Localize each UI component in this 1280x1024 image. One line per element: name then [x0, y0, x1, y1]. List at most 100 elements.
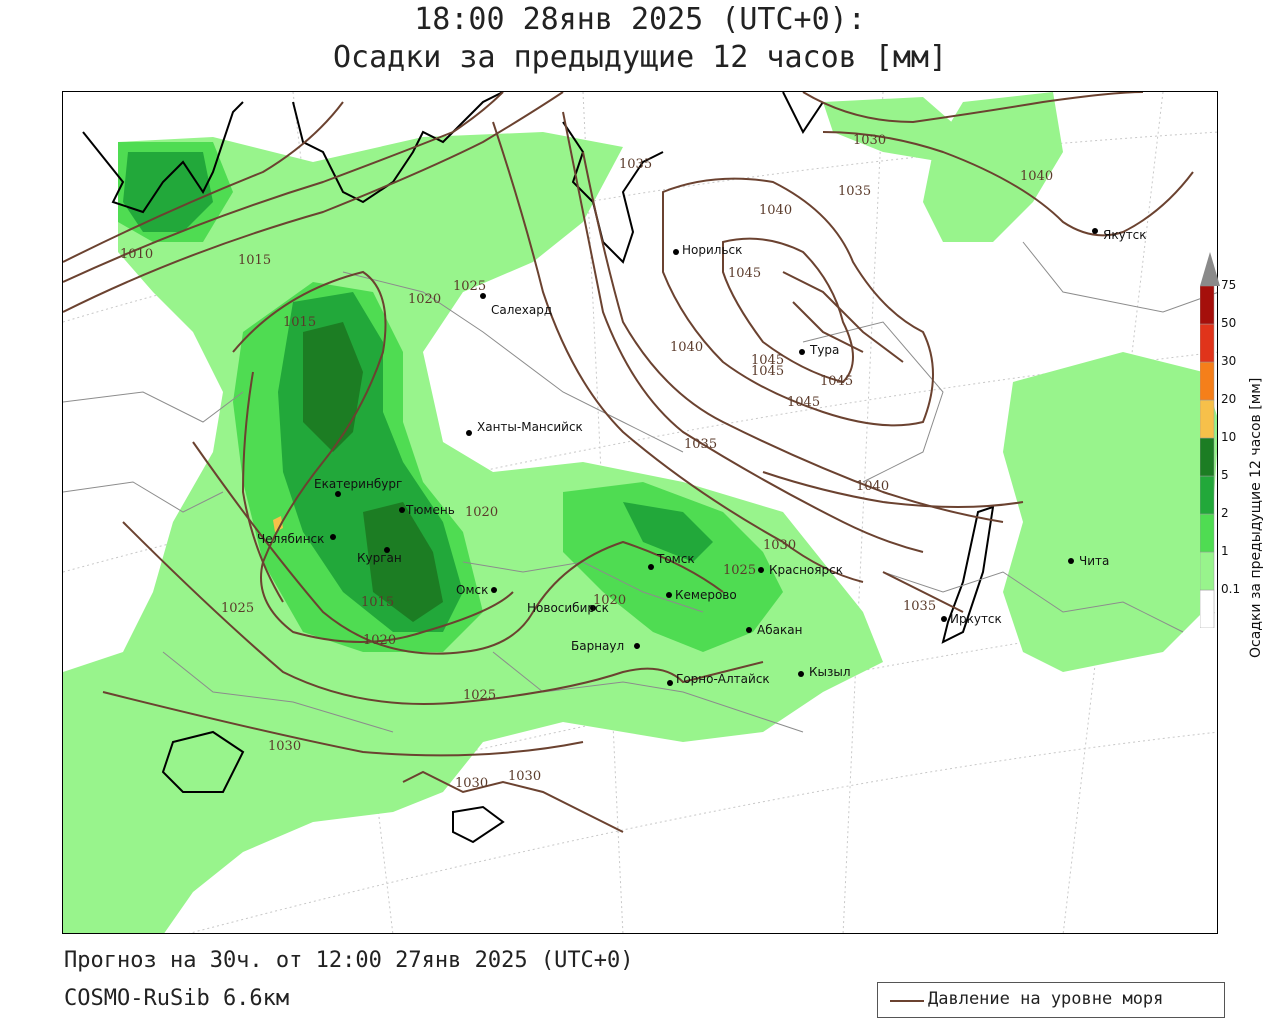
model-name: COSMO-RuSib 6.6км: [64, 986, 290, 1011]
isobar-label: 1025: [463, 688, 496, 703]
isobar-label: 1040: [1020, 169, 1053, 184]
isobar-label: 1030: [853, 133, 886, 148]
isobar-label: 1020: [465, 505, 498, 520]
city-label: Тура: [809, 343, 839, 357]
isobars: [63, 92, 1194, 833]
colorbar: [1200, 252, 1220, 628]
colorbar-tick-label: 10: [1221, 430, 1237, 444]
colorbar-overflow-triangle: [1200, 252, 1220, 286]
precip-light-east-2: [1003, 352, 1217, 672]
city-marker: [335, 491, 341, 497]
isobar-label: 1040: [759, 203, 792, 218]
city-label: Кемерово: [675, 588, 737, 602]
precip-darkest-ural: [303, 322, 363, 452]
city-marker: [384, 547, 390, 553]
isobar-label: 1045: [787, 395, 820, 410]
precip-light-east: [923, 92, 1063, 242]
isobar-label: 1020: [363, 633, 396, 648]
isobar-label: 1030: [268, 739, 301, 754]
isobar-label: 1030: [508, 769, 541, 784]
city-label: Иркутск: [950, 612, 1002, 626]
city-marker: [466, 430, 472, 436]
legend-label: Давление на уровне моря: [928, 989, 1164, 1009]
city-marker: [634, 643, 640, 649]
isobar-label: 1025: [723, 563, 756, 578]
precip-light-area: [63, 132, 883, 933]
city-label: Салехард: [491, 303, 552, 317]
city-marker: [330, 534, 336, 540]
isobar-label: 1020: [593, 593, 626, 608]
colorbar-tick-label: 0.1: [1221, 582, 1241, 596]
map-subtitle: Осадки за предыдущие 12 часов [мм]: [332, 40, 948, 75]
colorbar-segment: [1200, 551, 1215, 591]
precip-dark-tomsk: [623, 502, 713, 562]
colorbar-segment: [1200, 285, 1215, 325]
city-label: Красноярск: [769, 563, 843, 577]
city-marker: [648, 564, 654, 570]
city-marker: [399, 507, 405, 513]
isobar-label: 1035: [684, 437, 717, 452]
city-label: Курган: [357, 551, 402, 565]
city-marker: [1092, 228, 1098, 234]
isobar-label: 1020: [408, 292, 441, 307]
isobar-label: 1035: [838, 184, 871, 199]
legend-isobar-swatch: [890, 1000, 924, 1002]
city-label: Горно-Алтайск: [676, 672, 770, 686]
isobar-labels: 1030 1035 1040 1035 1040 1010 1015 1015 1020 1025…: [120, 133, 1053, 791]
colorbar-segment: [1200, 399, 1215, 439]
colorbar-segment: [1200, 323, 1215, 363]
isobar-label: 1030: [763, 538, 796, 553]
isobar-label: 1030: [455, 776, 488, 791]
city-label: Норильск: [682, 243, 742, 257]
city-marker: [746, 627, 752, 633]
isobar-label: 1045: [820, 374, 853, 389]
colorbar-tick-label: 1: [1221, 544, 1229, 558]
map-canvas: 1030 1035 1040 1035 1040 1010 1015 1015 1020 1025…: [63, 92, 1217, 933]
city-label: Барнаул: [571, 639, 624, 653]
city-marker: [673, 249, 679, 255]
colorbar-tick-label: 2: [1221, 506, 1229, 520]
city-marker: [799, 349, 805, 355]
city-marker: [590, 605, 596, 611]
colorbar-segment: [1200, 589, 1215, 628]
city-label: Тюмень: [405, 503, 455, 517]
city-label: Екатеринбург: [314, 477, 402, 491]
city-marker: [480, 293, 486, 299]
colorbar-segment: [1200, 513, 1215, 553]
isobar-label: 1035: [619, 157, 652, 172]
city-label: Томск: [656, 552, 695, 566]
isobar-label: 1045: [751, 353, 784, 368]
isobar-label: 1015: [361, 595, 394, 610]
city-markers: Якутск Норильск Тура Салехард Ханты-Мансийск…: [257, 228, 1147, 686]
region-borders: [63, 241, 1217, 733]
city-marker: [666, 592, 672, 598]
colorbar-tick-label: 20: [1221, 392, 1237, 406]
isobar-label: 1015: [283, 315, 316, 330]
legend: Давление на уровне моря: [877, 982, 1225, 1018]
isobar-label: 1035: [903, 599, 936, 614]
colorbar-tick-label: 75: [1221, 278, 1237, 292]
isobar-label: 1010: [120, 247, 153, 262]
colorbar-tick-label: 5: [1221, 468, 1229, 482]
precip-yellow-spot: [273, 516, 283, 532]
colorbar-segment: [1200, 361, 1215, 401]
isobar-label: 1045: [728, 266, 761, 281]
colorbar-tick-label: 30: [1221, 354, 1237, 368]
precip-darkest-south: [363, 502, 443, 622]
city-marker: [491, 587, 497, 593]
isobar-label: 1040: [670, 340, 703, 355]
precip-mid-tomsk: [563, 482, 783, 652]
colorbar-segment: [1200, 475, 1215, 515]
city-marker: [758, 567, 764, 573]
map-title: 18:00 28янв 2025 (UTC+0):: [414, 2, 866, 37]
precipitation-map: 1030 1035 1040 1035 1040 1010 1015 1015 1020 1025…: [62, 91, 1218, 934]
precip-light-ne: [823, 97, 963, 162]
city-label: Ханты-Мансийск: [477, 420, 583, 434]
city-marker: [1068, 558, 1074, 564]
forecast-info: Прогноз на 30ч. от 12:00 27янв 2025 (UTC…: [64, 948, 634, 973]
colorbar-tick-label: 50: [1221, 316, 1237, 330]
city-label: Омск: [456, 583, 488, 597]
city-label: Якутск: [1103, 228, 1147, 242]
isobar-label: 1040: [856, 479, 889, 494]
city-label: Чита: [1079, 554, 1109, 568]
